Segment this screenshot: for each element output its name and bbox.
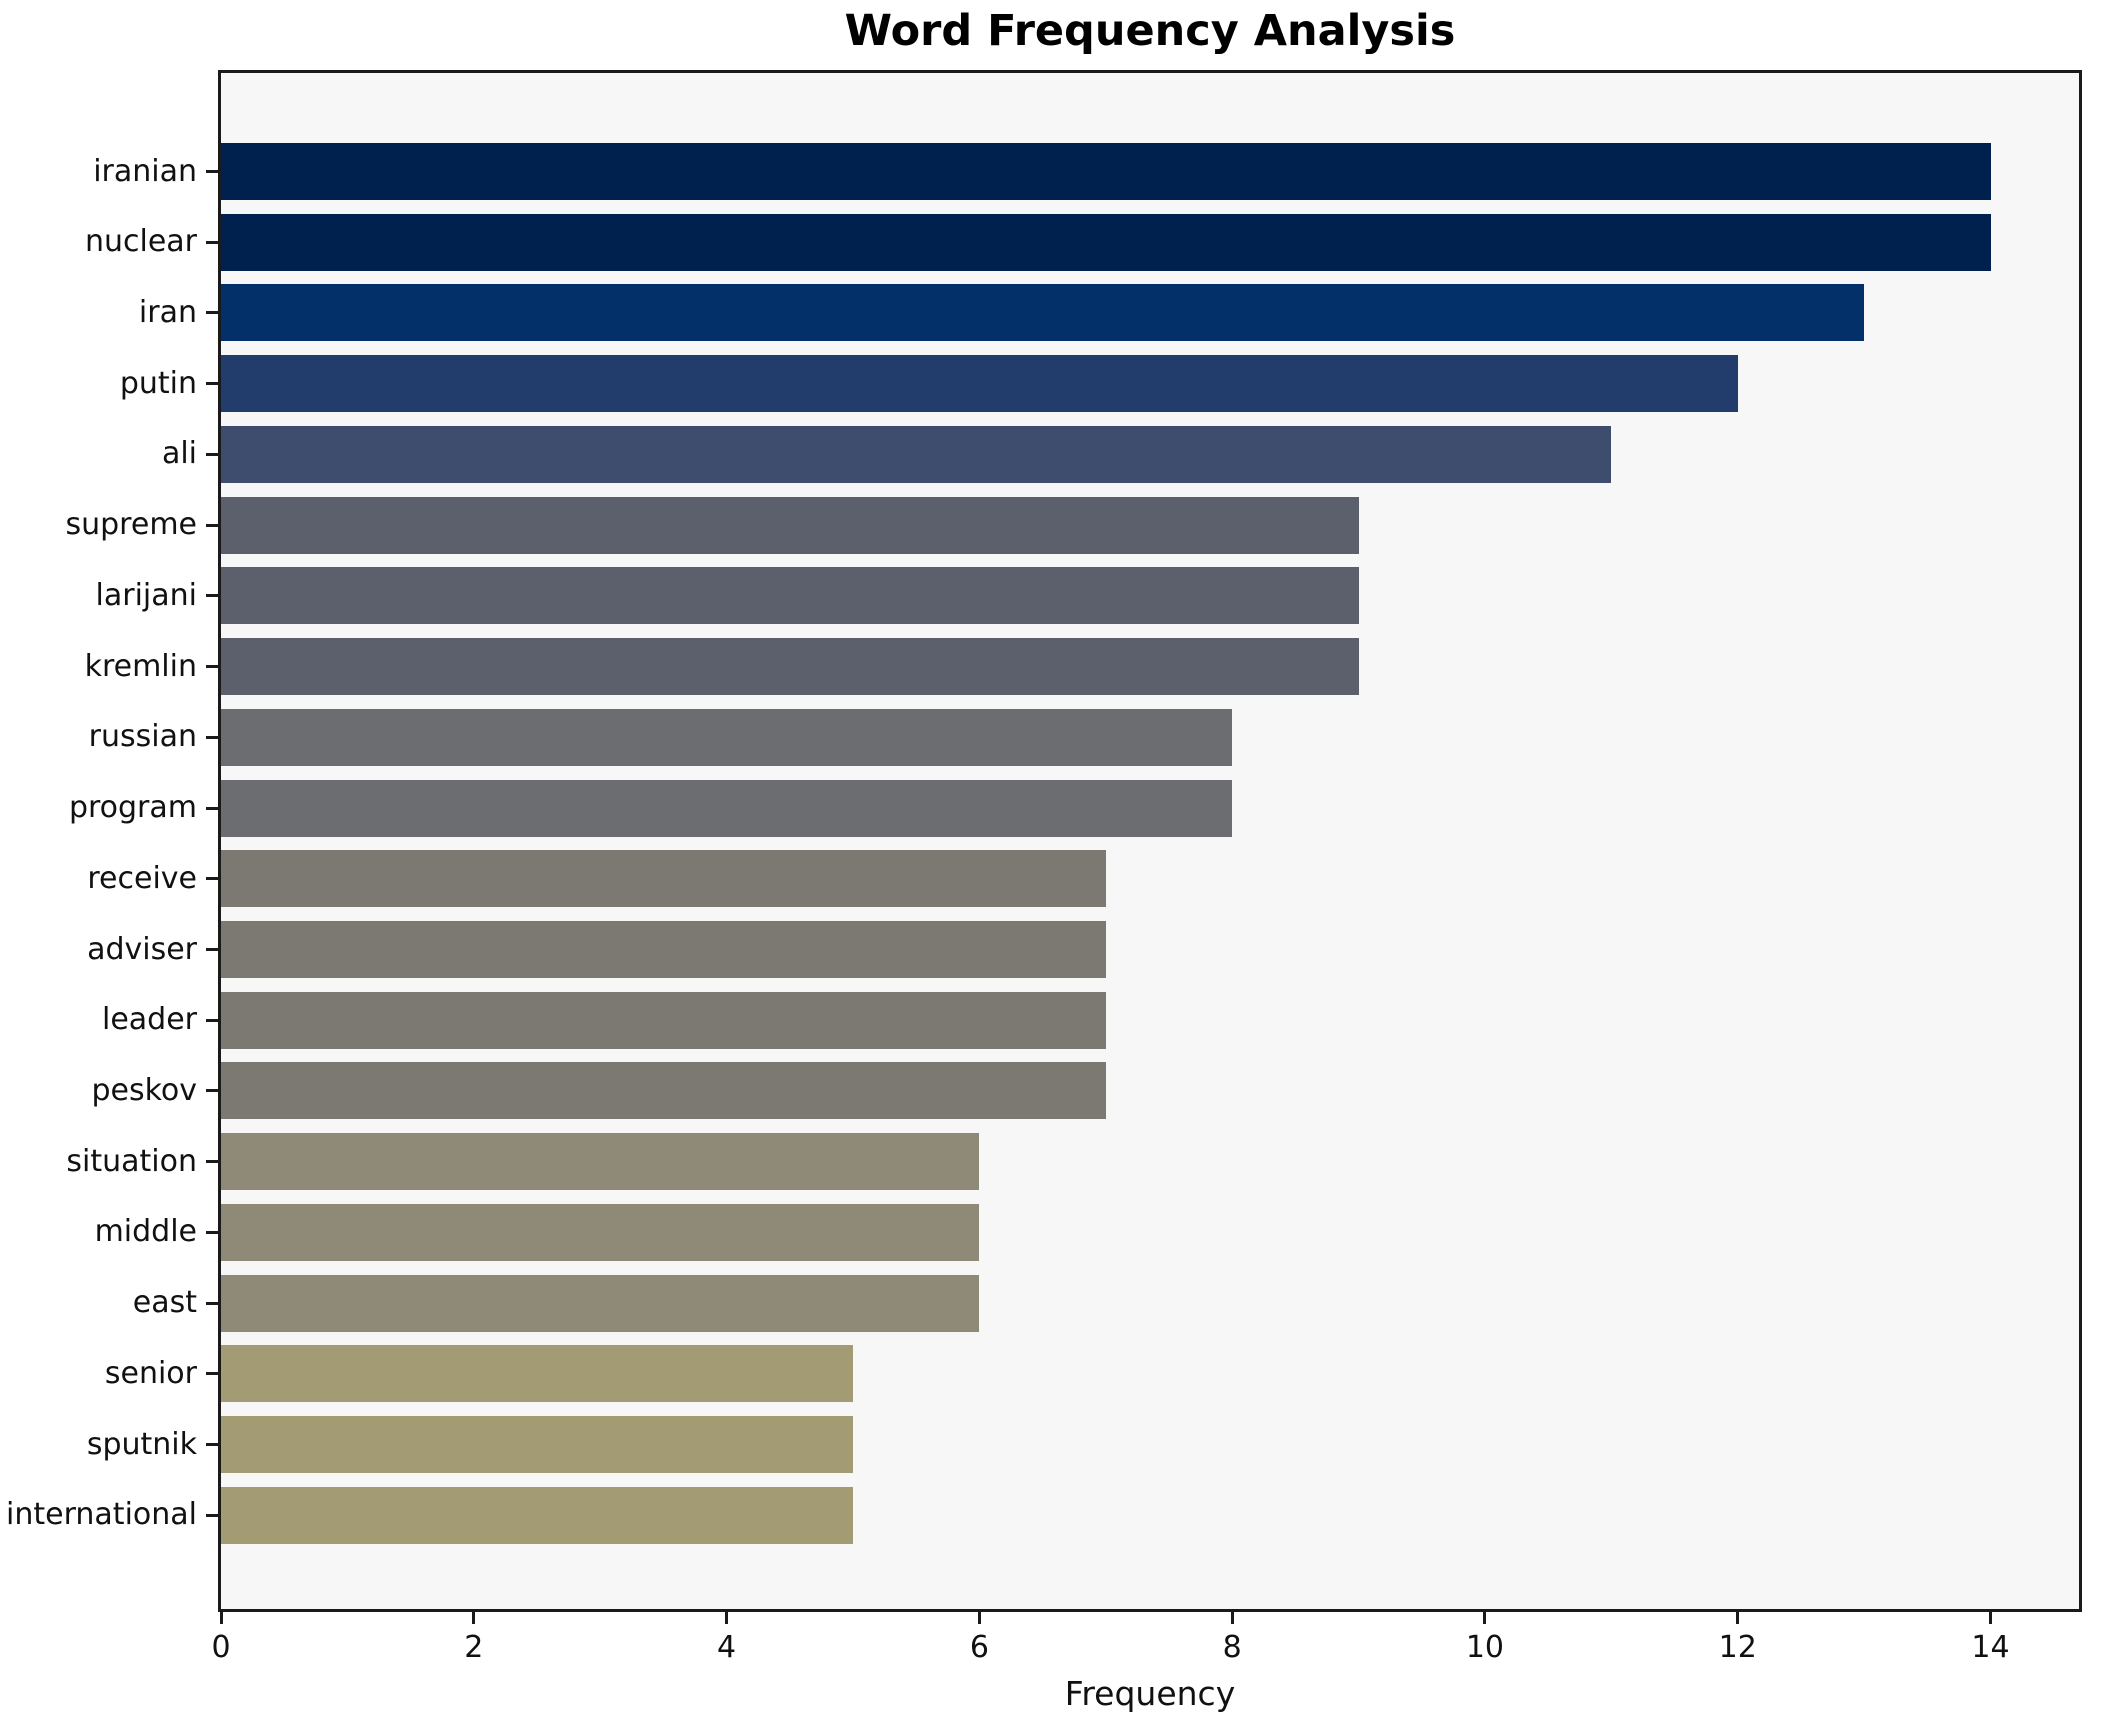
x-tick-mark-0 [219,1612,223,1624]
x-axis-title: Frequency [1064,1674,1236,1713]
y-tick-label-situation: situation [66,1143,197,1179]
bar-iran [221,284,1865,342]
y-tick-mark [206,170,218,173]
x-tick-label-6: 6 [969,1630,989,1665]
y-tick-mark [206,382,218,386]
y-tick-mark [206,311,218,315]
x-tick-mark-4 [725,1612,729,1624]
bar-sputnik [221,1416,853,1474]
x-tick-label-8: 8 [1222,1630,1242,1665]
y-tick-label-middle: middle [94,1214,197,1250]
y-tick-label-senior: senior [104,1355,197,1391]
y-tick-label-international: international [6,1497,197,1533]
y-tick-mark [206,735,218,739]
bar-putin [221,355,1738,413]
y-tick-label-ali: ali [161,436,197,472]
x-tick-label-4: 4 [717,1630,737,1665]
x-tick-label-10: 10 [1465,1630,1505,1665]
y-tick-label-iran: iran [138,294,197,330]
x-tick-mark-6 [977,1612,981,1624]
x-tick-mark-12 [1736,1612,1740,1624]
y-tick-label-supreme: supreme [65,507,198,543]
x-tick-label-12: 12 [1718,1630,1757,1665]
bar-east [221,1274,980,1332]
y-tick-label-receive: receive [87,860,197,896]
x-tick-mark-2 [472,1612,476,1624]
y-tick-label-putin: putin [119,365,197,401]
bar-middle [221,1203,980,1261]
y-tick-mark [206,1089,218,1093]
y-tick-mark [206,1372,218,1376]
bar-situation [221,1133,980,1191]
y-tick-mark [206,523,218,527]
chart-title: Word Frequency Analysis [844,6,1456,56]
x-tick-mark-8 [1230,1612,1234,1624]
bar-receive [221,850,1106,908]
y-tick-mark [206,1160,218,1164]
y-tick-mark [206,1301,218,1305]
y-tick-mark [206,1443,218,1447]
y-tick-label-nuclear: nuclear [84,224,197,260]
y-tick-label-kremlin: kremlin [84,648,197,684]
x-tick-label-14: 14 [1971,1630,2010,1665]
y-tick-mark [206,1230,218,1234]
bar-iranian [221,143,1991,200]
bar-supreme [221,496,1359,554]
x-tick-label-2: 2 [464,1630,484,1665]
bar-peskov [221,1062,1106,1120]
y-tick-mark [206,665,218,669]
y-tick-label-russian: russian [88,719,197,755]
bar-program [221,779,1233,837]
y-tick-label-program: program [68,790,197,826]
y-tick-mark [206,240,218,244]
y-tick-mark [206,1513,218,1517]
y-tick-label-leader: leader [101,1002,197,1038]
y-tick-label-east: east [132,1285,197,1321]
y-tick-label-peskov: peskov [91,1072,197,1108]
y-tick-mark [206,452,218,456]
bar-leader [221,991,1106,1049]
y-tick-label-adviser: adviser [87,931,197,967]
bar-adviser [221,921,1106,979]
bar-russian [221,708,1233,766]
x-tick-mark-10 [1483,1612,1487,1624]
x-tick-label-0: 0 [211,1630,231,1665]
y-tick-label-iranian: iranian [93,153,197,189]
bar-international [221,1486,853,1544]
y-tick-mark [206,1018,218,1022]
bar-ali [221,425,1612,483]
bar-kremlin [221,638,1359,696]
y-tick-mark [206,806,218,810]
y-tick-mark [206,948,218,952]
plot-area [218,70,2082,1612]
x-tick-mark-14 [1989,1612,1993,1624]
bar-nuclear [221,213,1991,271]
y-tick-mark [206,594,218,598]
y-tick-mark [206,877,218,881]
y-tick-label-larijani: larijani [95,577,197,613]
bar-larijani [221,567,1359,625]
y-tick-label-sputnik: sputnik [86,1426,197,1462]
bar-senior [221,1345,853,1403]
